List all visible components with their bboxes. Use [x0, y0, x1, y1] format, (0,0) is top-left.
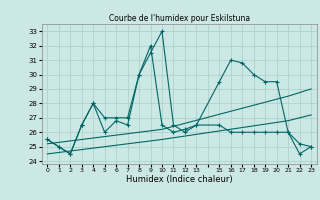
X-axis label: Humidex (Indice chaleur): Humidex (Indice chaleur)	[126, 175, 233, 184]
Title: Courbe de l'humidex pour Eskilstuna: Courbe de l'humidex pour Eskilstuna	[108, 14, 250, 23]
